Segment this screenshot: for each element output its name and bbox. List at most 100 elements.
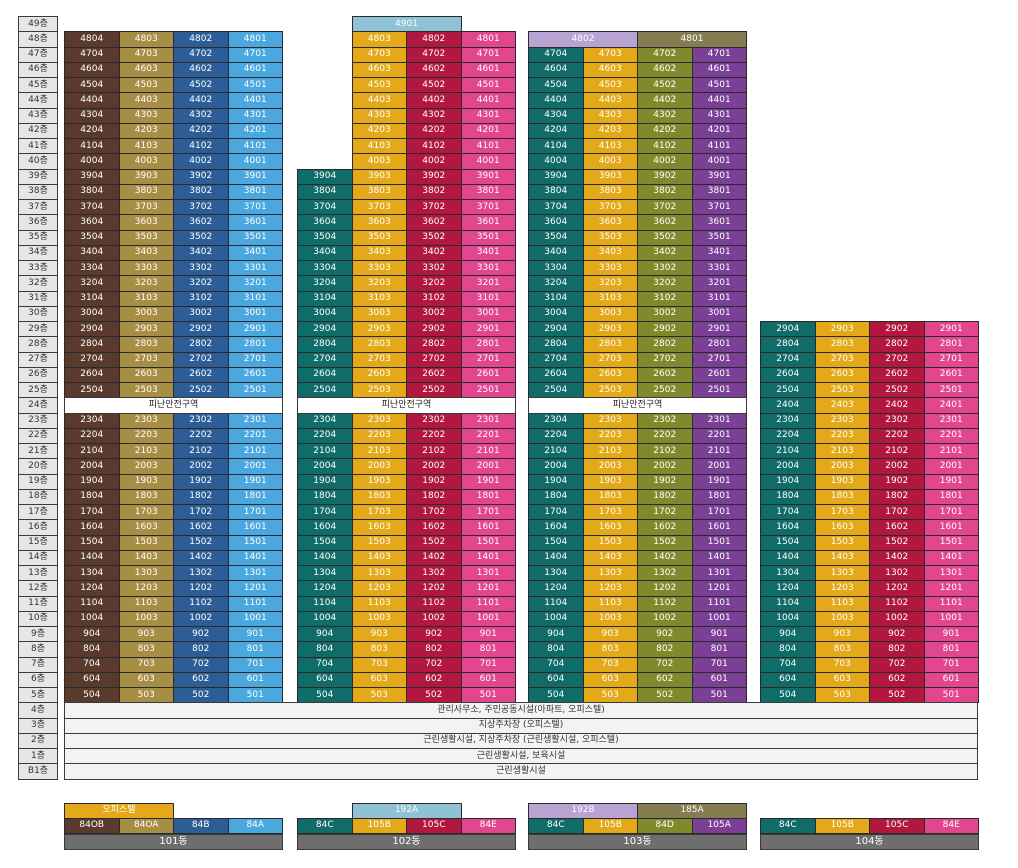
unit-cell: 3302 [406,260,462,277]
unit-cell: 602 [406,671,462,688]
unit-cell: 1402 [406,549,462,566]
unit-cell: 3803 [118,183,174,200]
unit-cell: 3304 [64,260,120,277]
unit-cell: 2801 [923,336,979,353]
unit-cell: 1604 [760,519,816,536]
unit-cell: 1102 [869,595,925,612]
unit-cell: 3904 [528,168,584,185]
unit-cell: 2303 [351,412,407,429]
unit-cell: 801 [923,641,979,658]
unit-cell: 1204 [760,580,816,597]
unit-cell: 1503 [814,534,870,551]
unit-cell: 2901 [691,321,747,338]
unit-cell: 704 [297,656,353,673]
unit-cell: 2903 [814,321,870,338]
unit-cell: 1704 [760,504,816,521]
unit-cell: 2801 [691,336,747,353]
unit-cell: 4004 [64,153,120,170]
podium-floor-use: 근린생활시설 [64,763,978,780]
unit-cell: 1704 [528,504,584,521]
unit-cell: 3202 [406,275,462,292]
unit-cell: 3101 [460,290,516,307]
unit-cell: 4503 [582,77,638,94]
unit-cell: 1301 [460,565,516,582]
unit-cell: 802 [637,641,693,658]
unit-cell: 4404 [64,92,120,109]
unit-cell: 2904 [760,321,816,338]
floor-label: 47층 [18,46,58,63]
unit-cell: 3602 [406,214,462,231]
unit-cell: 1902 [173,473,229,490]
unit-cell: 1604 [297,519,353,536]
unit-cell: 1304 [297,565,353,582]
unit-cell: 1701 [227,504,283,521]
unit-cell: 1103 [814,595,870,612]
unit-cell: 4101 [691,138,747,155]
unit-cell: 2702 [406,351,462,368]
unit-cell: 4501 [691,77,747,94]
unit-cell: 1104 [64,595,120,612]
unit-cell: 1201 [460,580,516,597]
unit-cell: 4401 [691,92,747,109]
unit-cell: 1603 [118,519,174,536]
unit-cell: 804 [64,641,120,658]
unit-cell: 1402 [637,549,693,566]
unit-cell: 2302 [869,412,925,429]
unit-cell: 2101 [691,443,747,460]
unit-cell: 2501 [460,382,516,399]
unit-cell: 3002 [173,305,229,322]
unit-cell: 4104 [528,138,584,155]
unit-cell: 1803 [118,488,174,505]
unit-cell: 4703 [118,46,174,63]
floor-label: 2층 [18,732,58,749]
unit-cell: 503 [118,687,174,704]
unit-cell: 4401 [460,92,516,109]
unit-cell: 4501 [460,77,516,94]
unit-cell: 502 [869,687,925,704]
unit-cell: 1901 [691,473,747,490]
unit-cell: 1201 [923,580,979,597]
floor-label: 24층 [18,397,58,414]
unit-cell: 2502 [637,382,693,399]
unit-cell: 4802 [406,31,462,48]
unit-cell: 504 [528,687,584,704]
unit-cell: 602 [869,671,925,688]
unit-cell: 1903 [351,473,407,490]
unit-cell: 2203 [351,427,407,444]
unit-cell: 4502 [637,77,693,94]
unit-cell: 501 [691,687,747,704]
unit-cell: 1301 [923,565,979,582]
unit-cell: 3803 [351,183,407,200]
unit-cell: 702 [173,656,229,673]
unit-cell: 4501 [227,77,283,94]
unit-cell: 2202 [869,427,925,444]
unit-cell: 701 [923,656,979,673]
unit-cell: 1404 [760,549,816,566]
unit-cell: 2303 [814,412,870,429]
unit-cell: 1702 [869,504,925,521]
unit-cell: 3704 [297,199,353,216]
unit-cell: 3904 [297,168,353,185]
unit-cell: 3604 [297,214,353,231]
unit-cell: 4602 [637,61,693,78]
unit-cell: 1304 [528,565,584,582]
unit-cell: 2303 [118,412,174,429]
unit-cell: 1304 [64,565,120,582]
unit-cell: 1602 [406,519,462,536]
unit-cell: 1702 [406,504,462,521]
unit-cell: 2601 [460,366,516,383]
unit-cell: 2704 [760,351,816,368]
unit-cell: 501 [460,687,516,704]
unit-cell: 3002 [637,305,693,322]
unit-cell: 3502 [173,229,229,246]
unit-cell: 3503 [118,229,174,246]
unit-cell: 2902 [637,321,693,338]
unit-cell: 4301 [460,107,516,124]
unit-cell: 1401 [227,549,283,566]
unit-cell: 903 [814,626,870,643]
unit-cell: 2602 [637,366,693,383]
unit-cell: 2103 [814,443,870,460]
unit-cell: 2701 [227,351,283,368]
unit-cell: 1001 [460,610,516,627]
unit-cell: 2102 [406,443,462,460]
